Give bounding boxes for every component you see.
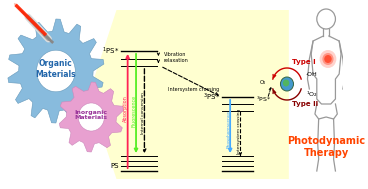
Text: Inorganic
Materials: Inorganic Materials xyxy=(75,110,108,120)
Text: Internal conversion: Internal conversion xyxy=(141,93,145,134)
Circle shape xyxy=(319,50,336,68)
Text: Phosphorescence: Phosphorescence xyxy=(226,110,230,148)
Text: ·OH: ·OH xyxy=(305,71,317,77)
Text: Intersystem crossing: Intersystem crossing xyxy=(237,108,241,154)
Text: $^3$PS*: $^3$PS* xyxy=(203,91,220,103)
Text: Type II: Type II xyxy=(292,101,318,107)
Text: Organic
Materials: Organic Materials xyxy=(36,59,76,79)
Text: Vibration
relaxation: Vibration relaxation xyxy=(164,52,189,63)
Text: Fluorescence: Fluorescence xyxy=(132,95,137,127)
Text: $^1$O₂: $^1$O₂ xyxy=(305,89,318,99)
Text: $^3$PS*: $^3$PS* xyxy=(256,94,272,104)
Circle shape xyxy=(36,50,75,92)
Circle shape xyxy=(324,55,332,63)
Circle shape xyxy=(78,103,105,131)
Circle shape xyxy=(322,53,333,65)
Text: PS: PS xyxy=(111,163,119,169)
Circle shape xyxy=(280,77,294,91)
Text: O₂: O₂ xyxy=(259,80,266,84)
Text: Absorption: Absorption xyxy=(123,96,128,122)
Text: $^1$PS*: $^1$PS* xyxy=(102,45,119,57)
Text: Photodynamic
Therapy: Photodynamic Therapy xyxy=(287,136,365,158)
Circle shape xyxy=(283,80,289,87)
Text: Intersystem crossing: Intersystem crossing xyxy=(168,87,219,92)
Polygon shape xyxy=(59,82,123,152)
Polygon shape xyxy=(89,10,289,179)
Text: Type I: Type I xyxy=(292,59,315,65)
Polygon shape xyxy=(8,19,104,123)
